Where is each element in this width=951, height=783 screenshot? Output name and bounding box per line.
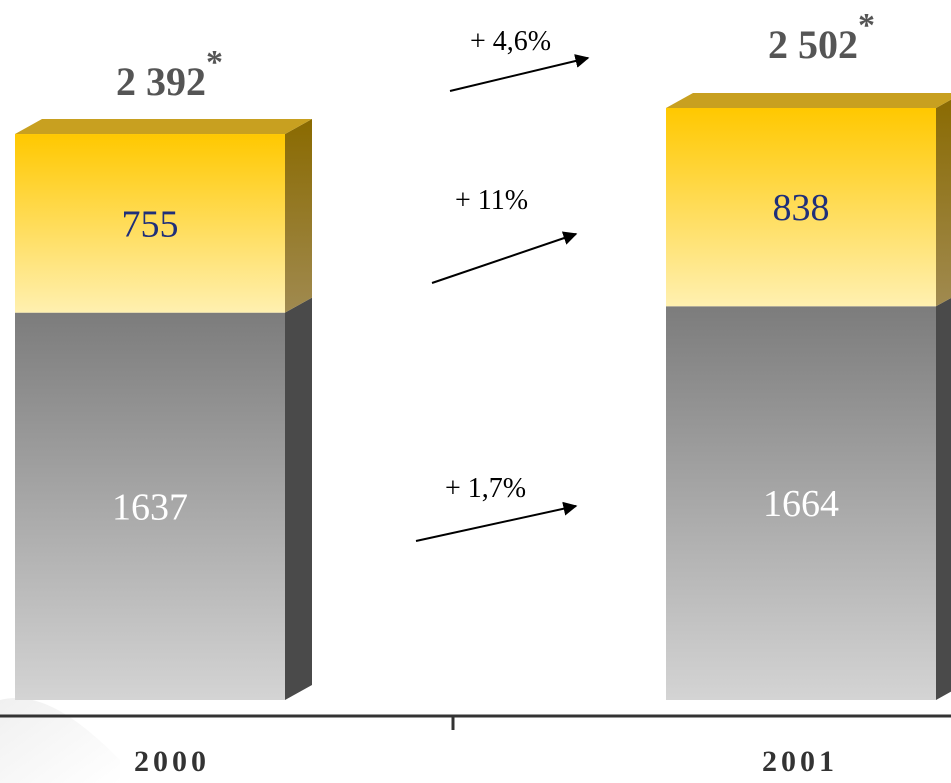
total-value-2000: 2 392 [116, 59, 206, 104]
segment-label-top-2000: 755 [122, 203, 179, 245]
bar-top-face-2000 [15, 119, 312, 135]
total-marker-2001: * [858, 7, 875, 44]
bar-2000: 755 1637 [15, 119, 312, 700]
change-arrow-total [449, 54, 590, 92]
bar-segment-bottom-2000 [15, 312, 285, 700]
change-label-total: + 4,6% [470, 26, 551, 57]
bar-side-bottom-2000 [285, 297, 312, 700]
category-label-2000: 2000 [134, 745, 210, 778]
bar-segment-bottom-2001 [666, 306, 936, 700]
category-label-2001: 2001 [762, 745, 838, 778]
bar-side-top-2001 [936, 99, 951, 307]
background-decoration [0, 698, 120, 783]
bar-side-bottom-2001 [936, 297, 951, 700]
change-arrow-top [431, 231, 578, 284]
bar-top-face-2001 [666, 93, 951, 108]
segment-label-bottom-2001: 1664 [763, 483, 839, 525]
change-label-bottom: + 1,7% [445, 473, 526, 504]
bars-group: 755 1637 838 1664 [15, 93, 951, 700]
total-label-2001: 2 502* [768, 7, 875, 67]
total-marker-2000: * [206, 44, 223, 81]
total-label-2000: 2 392* [116, 44, 223, 104]
bar-2001: 838 1664 [666, 93, 951, 700]
bar-segment-top-2001 [666, 108, 936, 307]
change-label-top: + 11% [455, 185, 528, 216]
segment-label-bottom-2000: 1637 [112, 486, 188, 528]
bar-side-top-2000 [285, 119, 312, 313]
bar-segment-top-2000 [15, 134, 285, 313]
total-value-2001: 2 502 [768, 22, 858, 67]
segment-label-top-2001: 838 [773, 187, 830, 229]
change-arrow-bottom [415, 501, 578, 542]
